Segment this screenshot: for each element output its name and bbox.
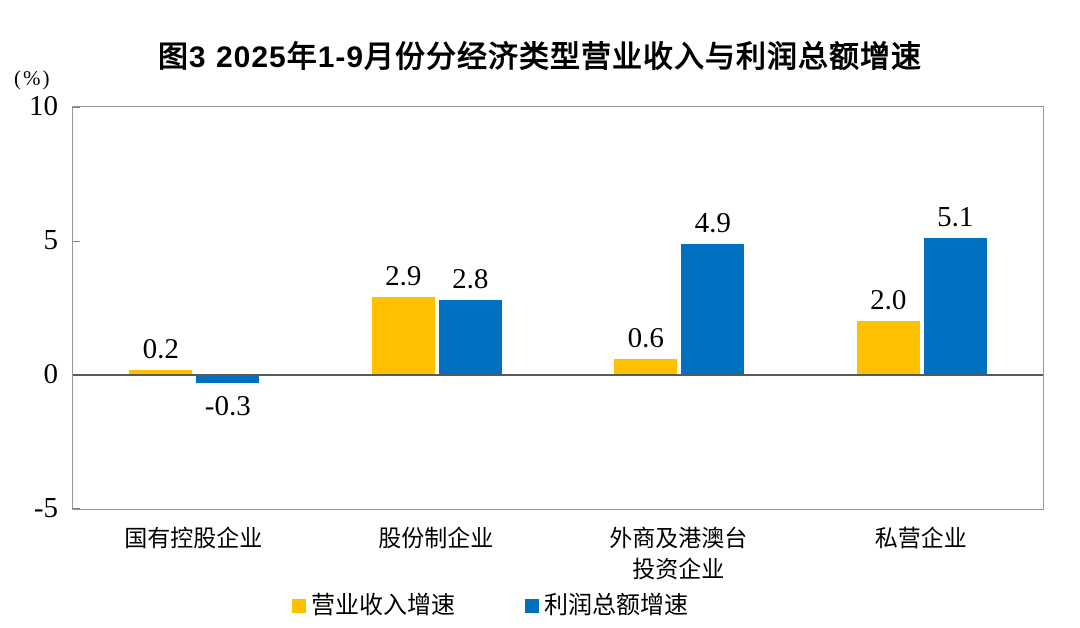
revenue-growth-bar-1 [371, 297, 435, 375]
legend-swatch-icon [292, 599, 306, 613]
y-axis-tick-label: 10 [29, 90, 58, 122]
legend-item-label: 利润总额增速 [544, 593, 688, 619]
profit-growth-bar-2 [681, 243, 745, 375]
revenue-growth-bar-0 [129, 369, 193, 375]
x-axis-labels: 国有控股企业 股份制企业 外商及港澳台 投资企业 私营企业 [72, 523, 1044, 593]
y-axis-tick-label: 5 [43, 224, 59, 256]
bar-value-label: 0.2 [142, 332, 179, 365]
y-axis-unit-label: (%) [14, 66, 52, 90]
bar-value-label: 5.1 [937, 201, 974, 234]
bar-value-label: 2.9 [385, 260, 422, 293]
y-axis-tick-mark [73, 241, 80, 242]
y-axis-tick-mark [73, 508, 80, 509]
legend-item: 营业收入增速 [292, 592, 455, 620]
x-axis-category-label: 国有控股企业 [124, 526, 263, 551]
bar-value-label: 4.9 [694, 206, 731, 239]
legend: 营业收入增速 利润总额增速 [292, 592, 688, 620]
revenue-growth-bar-2 [614, 358, 678, 375]
zero-axis-line [73, 374, 1043, 376]
x-axis-category-label: 私营企业 [874, 526, 967, 551]
revenue-growth-bar-3 [856, 321, 920, 375]
y-axis-tick-label: -5 [33, 492, 58, 524]
x-axis-category-label: 外商及港澳台 投资企业 [609, 526, 748, 582]
chart-title: 图3 2025年1-9月份分经济类型营业收入与利润总额增速 [157, 41, 923, 74]
profit-growth-bar-3 [923, 238, 987, 375]
legend-swatch-icon [525, 599, 539, 613]
legend-item-label: 营业收入增速 [311, 593, 455, 619]
y-axis-tick-label: 0 [43, 358, 59, 390]
plot-area: 0.2 2.9 0.6 2.0 -0.3 2.8 4.9 5.1 [72, 106, 1044, 510]
profit-growth-bar-0 [196, 375, 260, 384]
profit-growth-bar-1 [438, 299, 502, 375]
bar-value-label: 0.6 [627, 321, 664, 354]
bar-value-label: 2.8 [452, 262, 489, 295]
x-axis-category-label: 股份制企业 [378, 526, 494, 551]
legend-item: 利润总额增速 [525, 592, 688, 620]
y-axis-tick-mark [73, 107, 80, 108]
bar-value-label: -0.3 [204, 390, 251, 423]
bar-value-label: 2.0 [870, 284, 907, 317]
